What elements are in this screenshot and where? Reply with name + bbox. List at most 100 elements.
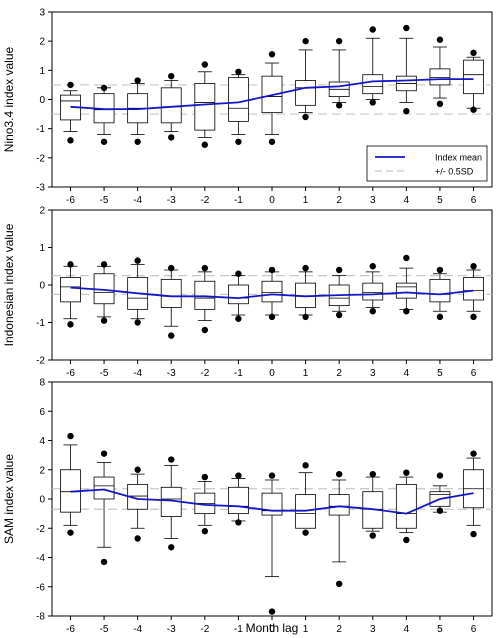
box-3 — [362, 470, 384, 539]
outlier-point — [268, 138, 276, 145]
box--4 — [127, 466, 149, 542]
y-tick-label: -2 — [36, 153, 45, 164]
box-iqr — [362, 282, 384, 301]
outlier-point — [100, 558, 108, 566]
x-tick-label: -2 — [200, 368, 209, 379]
outlier-point — [335, 102, 343, 109]
box--5 — [93, 450, 115, 566]
outlier-point — [335, 580, 343, 588]
box-iqr — [160, 278, 182, 308]
outlier-point — [201, 473, 209, 481]
box-2 — [328, 470, 350, 588]
y-tick-label: -6 — [36, 582, 45, 593]
outlier-point — [134, 257, 141, 264]
x-tick-label: -6 — [66, 624, 75, 635]
outlier-point — [67, 81, 74, 89]
y-tick-label: -1 — [36, 124, 45, 135]
outlier-point — [134, 138, 141, 145]
x-tick-label: 6 — [471, 368, 477, 379]
outlier-point — [470, 450, 477, 457]
x-tick-label: 0 — [269, 624, 275, 635]
outlier-point — [302, 529, 309, 536]
panels: -3 -2 -1 0 1 2 3 -6 -5 -4 -3 -2 -1 0 1 2 3 4 5 6 Nino3.4 ind… — [2, 8, 493, 635]
x-tick-label: -1 — [234, 624, 243, 635]
x-tick-label: 5 — [437, 195, 443, 206]
box-0 — [261, 266, 283, 321]
outlier-point — [335, 37, 343, 45]
outlier-point — [100, 138, 108, 145]
outlier-point — [302, 462, 309, 469]
outlier-point — [100, 450, 108, 457]
box-2 — [328, 37, 350, 109]
box-1 — [295, 462, 316, 536]
box-2 — [328, 266, 350, 319]
box-iqr — [194, 83, 216, 131]
box-4 — [395, 24, 417, 115]
x-tick-label: -3 — [167, 624, 176, 635]
y-tick-label: -2 — [36, 524, 45, 535]
box-iqr — [261, 280, 283, 303]
outlier-point — [335, 311, 343, 319]
outlier-point — [201, 61, 209, 68]
x-axis-title: Month lag — [246, 621, 299, 635]
x-tick-label: 1 — [303, 624, 309, 635]
box--3 — [160, 72, 182, 141]
box--1 — [228, 270, 249, 322]
outlier-point — [201, 264, 209, 272]
outlier-point — [168, 264, 175, 272]
outlier-point — [403, 107, 410, 115]
box-6 — [463, 450, 484, 538]
outlier-point — [235, 315, 242, 322]
outlier-point — [436, 313, 444, 321]
outlier-point — [436, 507, 444, 514]
outlier-point — [268, 313, 276, 321]
box-iqr — [463, 59, 484, 95]
box-iqr — [362, 74, 384, 95]
box--5 — [93, 261, 115, 324]
box-iqr — [228, 486, 249, 515]
outlier-point — [134, 535, 141, 542]
box-iqr — [228, 284, 249, 305]
x-tick-label: 3 — [370, 368, 376, 379]
x-tick-label: -3 — [167, 368, 176, 379]
y-tick-label: -8 — [36, 612, 45, 623]
x-tick-label: -3 — [167, 195, 176, 206]
outlier-point — [134, 466, 141, 473]
box--6 — [60, 432, 81, 536]
box--4 — [127, 77, 149, 145]
outlier-point — [369, 263, 376, 270]
y-tick-label: -2 — [36, 356, 45, 367]
box-5 — [429, 266, 451, 321]
outlier-point — [369, 26, 376, 33]
x-tick-label: -5 — [100, 624, 109, 635]
outlier-point — [268, 472, 276, 479]
box-iqr — [228, 77, 249, 122]
panel-3: -8 -6 -4 -2 0 2 4 6 8 -6 -5 -4 -3 -2 -1 0 1 2 3 4 5 6 SAM inde… — [2, 378, 493, 635]
outlier-point — [436, 36, 444, 43]
box-0 — [261, 472, 283, 615]
outlier-point — [302, 113, 309, 121]
outlier-point — [436, 472, 444, 479]
x-tick-label: 5 — [437, 368, 443, 379]
outlier-point — [168, 72, 175, 80]
box--6 — [60, 261, 81, 328]
x-tick-label: -1 — [234, 195, 243, 206]
x-tick-label: 2 — [336, 368, 342, 379]
outlier-point — [201, 141, 209, 148]
outlier-point — [470, 313, 477, 321]
box-iqr — [395, 282, 417, 299]
y-tick-label: 1 — [39, 243, 45, 254]
y-tick-label: -4 — [36, 553, 45, 564]
outlier-point — [235, 472, 242, 479]
outlier-point — [235, 270, 242, 277]
outlier-point — [168, 134, 175, 141]
outlier-point — [403, 254, 410, 262]
x-tick-label: 1 — [303, 368, 309, 379]
x-tick-label: 4 — [404, 368, 410, 379]
y-tick-label: -3 — [36, 183, 45, 194]
y-tick-label: 8 — [39, 378, 45, 389]
outlier-point — [335, 470, 343, 478]
y-tick-label: 0 — [39, 95, 45, 106]
outlier-point — [235, 68, 242, 75]
outlier-point — [470, 263, 477, 270]
